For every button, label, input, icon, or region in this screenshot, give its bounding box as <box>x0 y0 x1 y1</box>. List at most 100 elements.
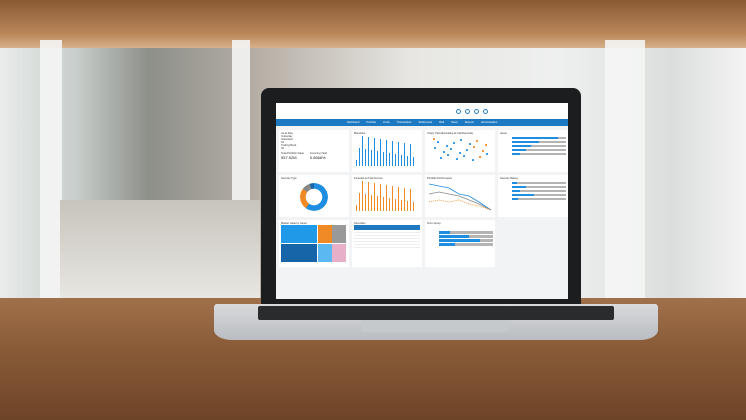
yield-panel: Yearly Yield (Excluding At Call Deposits… <box>425 130 495 172</box>
bar <box>359 148 360 166</box>
security-type-panel: Security Type <box>279 175 349 217</box>
progress-bar <box>439 239 493 242</box>
home-icon[interactable] <box>456 108 461 114</box>
securities-table-panel: Securities <box>352 220 422 267</box>
scatter-point <box>450 148 452 150</box>
scatter-point <box>463 155 465 157</box>
scatter-point <box>440 157 442 159</box>
progress-bar <box>439 231 493 234</box>
bar <box>374 183 375 211</box>
bar <box>365 194 366 211</box>
progress-bar <box>512 197 566 200</box>
help-icon[interactable] <box>474 108 479 114</box>
scatter-point <box>447 154 449 156</box>
trading-book-select[interactable]: All <box>281 147 284 150</box>
bar <box>410 189 411 211</box>
bar <box>392 141 393 166</box>
panel-title: Securities <box>354 222 366 225</box>
table-row[interactable] <box>354 230 420 233</box>
panel-title: Security Rating <box>500 177 518 180</box>
progress-bar <box>439 243 493 246</box>
progress-bar <box>512 189 566 192</box>
panel-title: Portfolio Performance <box>427 177 453 180</box>
table-row[interactable] <box>354 242 420 245</box>
nav-limits[interactable]: Limits <box>382 121 390 124</box>
progress-bar <box>512 152 566 155</box>
progress-bar <box>512 136 566 139</box>
top-bar <box>276 103 568 119</box>
pillar <box>40 40 62 300</box>
bar <box>362 181 363 211</box>
interested-label: Interested <box>281 138 293 141</box>
bar <box>395 199 396 211</box>
table-row[interactable] <box>354 245 420 248</box>
performance-lines <box>428 183 492 211</box>
bar <box>401 155 402 166</box>
bar <box>377 196 378 211</box>
scatter-point <box>482 150 484 152</box>
table-row[interactable] <box>354 236 420 239</box>
interested-select[interactable]: All <box>281 141 284 144</box>
as-at-date-select[interactable]: Yesterday <box>281 135 293 138</box>
progress-bar <box>512 148 566 151</box>
scatter-point <box>437 141 439 143</box>
table-header <box>354 225 420 230</box>
user-icon[interactable] <box>483 108 488 114</box>
scatter-point <box>446 145 448 147</box>
progress-bar <box>439 235 493 238</box>
nav-dashboard[interactable]: Dashboard <box>346 121 360 124</box>
scatter-point <box>456 158 458 160</box>
bar <box>380 184 381 211</box>
bar <box>392 186 393 211</box>
panel-title: Maturities <box>354 132 366 135</box>
kpi-value: 0.8666% <box>309 155 326 160</box>
table-row[interactable] <box>354 233 420 236</box>
dashboard-screen: Dashboard Portfolio Limits Transactions … <box>276 103 568 299</box>
bar <box>383 152 384 166</box>
nav-news[interactable]: News <box>451 121 458 124</box>
progress-bar <box>512 185 566 188</box>
bar <box>395 154 396 166</box>
bar <box>368 137 369 166</box>
maturities-panel: Maturities <box>352 130 422 172</box>
nav-transactions[interactable]: Transactions <box>396 121 412 124</box>
progress-bar <box>512 144 566 147</box>
bar <box>410 144 411 166</box>
bar <box>407 156 408 166</box>
nav-reports[interactable]: Reports <box>464 121 474 124</box>
panel-title: Market value by issuer <box>281 222 307 225</box>
donut-chart <box>300 183 328 211</box>
bar <box>374 138 375 166</box>
panel-title: Security Type <box>281 177 297 180</box>
issuer-panel: Issuer <box>498 130 568 172</box>
bar <box>401 200 402 211</box>
kpi-value: 557.52M <box>281 155 297 160</box>
bar <box>413 157 414 166</box>
bar <box>365 149 366 166</box>
nav-risk[interactable]: Risk <box>439 121 445 124</box>
nav-settlements[interactable]: Settlements <box>418 121 433 124</box>
bar <box>404 143 405 166</box>
bar <box>413 202 414 211</box>
main-nav: Dashboard Portfolio Limits Transactions … <box>276 119 568 126</box>
panel-title: Forecast Accrual Income <box>354 177 383 180</box>
window-frame <box>605 40 645 300</box>
nav-portfolio[interactable]: Portfolio <box>366 121 376 124</box>
treemap <box>281 225 347 262</box>
scatter-point <box>460 139 462 141</box>
bar <box>368 182 369 211</box>
table-row[interactable] <box>354 239 420 242</box>
bar <box>407 201 408 211</box>
nav-administration[interactable]: Administration <box>480 121 498 124</box>
scatter-point <box>485 144 487 146</box>
accrual-income-panel: Forecast Accrual Income <box>352 175 422 217</box>
term-group-panel: Term Group <box>425 220 495 267</box>
bar <box>359 193 360 211</box>
keyboard <box>258 306 614 320</box>
progress-bar <box>512 140 566 143</box>
bar <box>377 151 378 166</box>
settings-icon[interactable] <box>465 108 470 114</box>
scatter-point <box>459 152 461 154</box>
scatter-point <box>472 159 474 161</box>
bar <box>371 195 372 211</box>
